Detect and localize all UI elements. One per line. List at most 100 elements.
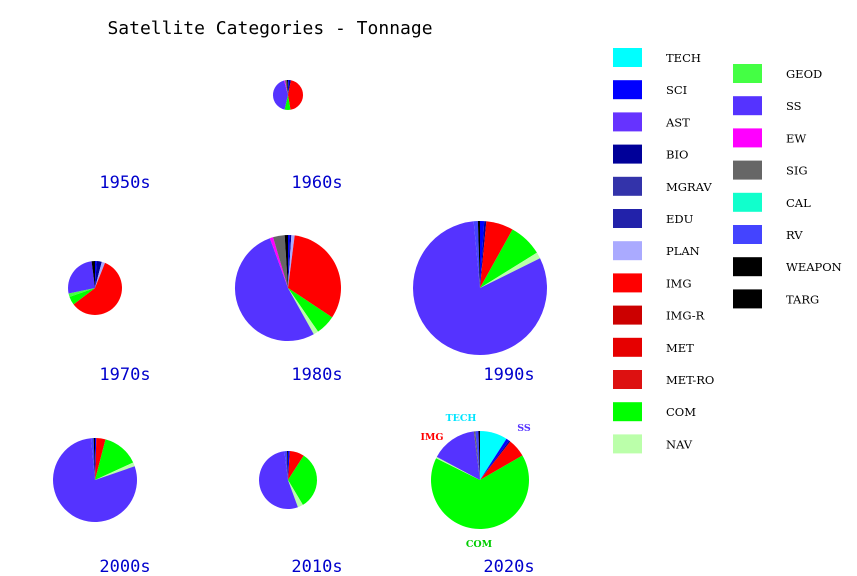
pie-slice-img <box>288 80 304 110</box>
legend-label: AST <box>665 115 690 129</box>
pie-slice-nav <box>95 462 135 480</box>
legend-label: TARG <box>786 292 819 306</box>
legend-swatch <box>613 370 642 389</box>
pie-slice-ss <box>67 261 95 294</box>
pie-slice-com <box>69 288 95 305</box>
pie-slice-com <box>288 288 333 332</box>
pie-slice-geod <box>68 288 95 297</box>
legend-label: SIG <box>786 164 808 178</box>
legend-swatch <box>613 337 642 357</box>
legend-item: EDU <box>613 209 694 228</box>
pie-slice-sci <box>288 235 290 288</box>
pie-slice-plan <box>95 261 106 288</box>
pie-slice-rv <box>475 431 480 480</box>
slice-label-tech: TECH <box>446 413 477 424</box>
pie-slice-sci <box>95 260 97 288</box>
decade-label: 1950s <box>99 173 150 193</box>
pie-slice-img <box>480 441 523 480</box>
pie-slice-tech <box>480 431 507 480</box>
pie-slice-bio <box>480 221 487 288</box>
legend-swatch <box>613 80 642 100</box>
legend-swatch <box>733 225 762 244</box>
pie-slice-ew <box>269 237 288 288</box>
legend-swatch <box>613 273 642 293</box>
legend-item: WEAPON <box>733 257 842 277</box>
legend-label: NAV <box>666 437 693 451</box>
pie-slice-ss <box>436 431 480 480</box>
pie-slice-rv <box>473 221 480 288</box>
pie-slice-com <box>480 229 537 288</box>
pie-slice-plan <box>288 235 295 288</box>
legend-swatch <box>613 144 642 164</box>
legend-label: GEOD <box>786 67 822 81</box>
decade-label: 1990s <box>483 365 534 385</box>
legend-label: MET <box>666 341 694 355</box>
legend-label: SCI <box>666 83 687 97</box>
pie-slice-nav <box>288 480 303 508</box>
pie-slice-weapon <box>287 79 288 95</box>
legend-item: SCI <box>613 80 687 100</box>
pie-slice-bio <box>288 235 292 288</box>
pie-slice-bio <box>95 261 102 288</box>
pie-slice-weapon <box>287 450 288 480</box>
legend-label: SS <box>786 99 802 113</box>
legend-label: CAL <box>786 196 811 210</box>
legend-label: COM <box>666 405 696 419</box>
decade-label: 2000s <box>99 557 150 576</box>
pie-slice-img <box>288 235 342 318</box>
pie-slice-sci <box>480 438 510 480</box>
legend-item: TECH <box>613 48 701 67</box>
legend-label: EDU <box>666 212 694 226</box>
pie-slice-sci <box>480 220 485 288</box>
legend-item: TARG <box>733 289 819 309</box>
pie-slice-nav <box>480 252 541 288</box>
legend-label: RV <box>786 228 803 242</box>
legend-item: NAV <box>613 434 693 454</box>
pie-slice-nav <box>288 288 319 335</box>
legend-label: PLAN <box>666 244 700 258</box>
legend-item: PLAN <box>613 241 700 261</box>
pie-slice-com <box>431 455 530 529</box>
pie-grid <box>53 79 547 529</box>
pie-2020s <box>431 430 530 529</box>
legend-label: TECH <box>666 51 701 65</box>
pie-slice-weapon <box>91 261 95 288</box>
pie-slice-weapon <box>284 235 288 288</box>
pie-slice-sci <box>288 79 289 95</box>
legend-item: BIO <box>613 144 688 164</box>
pie-slice-rv <box>91 438 95 480</box>
legend-swatch <box>733 96 762 116</box>
pie-slice-ss <box>259 451 298 509</box>
legend-label: IMG <box>666 276 692 290</box>
pie-slice-img <box>73 262 122 315</box>
legend-item: EW <box>733 128 806 148</box>
pie-slice-sig <box>473 431 480 480</box>
legend-swatch <box>613 48 642 67</box>
legend-swatch <box>613 402 642 422</box>
pie-slice-sci <box>95 437 97 480</box>
legend-swatch <box>613 434 642 454</box>
legend-swatch <box>733 192 762 212</box>
legend-swatch <box>613 209 642 228</box>
legend-item: GEOD <box>733 64 822 83</box>
decade-labels: 1950s 1960s 1970s 1980s 1990s 2000s 2010s 2020s <box>99 173 534 576</box>
legend-item: SS <box>733 96 802 116</box>
pie-slice-weapon <box>478 430 480 480</box>
legend-item: RV <box>733 225 803 244</box>
pie-slice-weapon <box>93 437 95 480</box>
legend-swatch <box>613 112 642 132</box>
legend-swatch <box>733 160 762 180</box>
pie-1990s <box>412 220 547 355</box>
decade-label: 2020s <box>483 557 534 576</box>
decade-label: 2010s <box>291 557 342 576</box>
pie-slice-nav <box>436 456 480 480</box>
pie-slice-com <box>288 455 318 505</box>
legend-swatch <box>733 64 762 83</box>
pie-slice-ew <box>284 80 288 95</box>
pie-slice-ss <box>412 221 547 355</box>
legend-swatch <box>613 176 642 196</box>
pie-slice-bio <box>480 440 511 480</box>
legend-label: MGRAV <box>666 180 712 194</box>
legend-item: IMG-R <box>613 305 705 325</box>
decade-label: 1960s <box>291 173 342 193</box>
